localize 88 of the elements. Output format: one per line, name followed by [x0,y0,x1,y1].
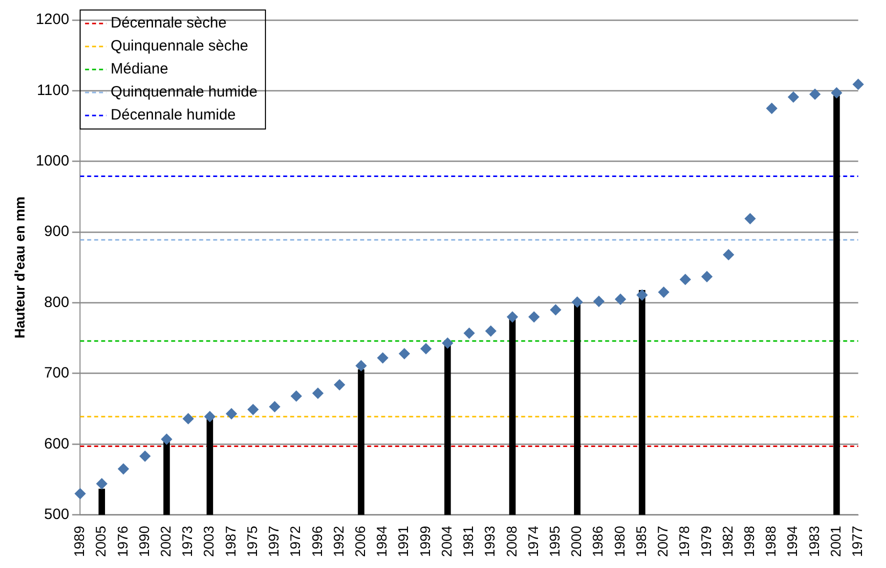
y-axis-title: Hauteur d'eau en mm [11,196,28,338]
point [680,274,691,285]
y-tick-label: 1100 [36,82,70,99]
x-tick-label: 1977 [849,526,866,558]
point [506,311,518,322]
x-tick-label: 1976 [114,526,130,558]
x-tick-label: 1981 [460,526,476,558]
point [528,311,540,322]
x-tick-label: 2005 [92,526,109,558]
y-tick-label: 600 [44,435,70,452]
point [140,450,151,462]
point [442,338,454,349]
point [614,294,626,305]
x-tick-label: 2003 [200,526,217,558]
x-tick-label: 1973 [179,526,196,558]
x-tick-label: 1979 [698,526,714,558]
point [377,352,388,364]
y-tick-label: 900 [44,223,70,240]
x-tick-label: 1999 [416,526,433,558]
x-tick-label: 1974 [524,526,541,558]
x-tick-label: 1972 [287,526,304,558]
point [550,304,562,316]
point [96,478,108,490]
point [766,102,778,114]
x-tick-label: 1995 [546,526,562,558]
x-tick-label: 1985 [632,526,649,558]
point [809,88,820,100]
y-tick-label: 500 [44,506,70,523]
x-tick-label: 1983 [806,526,822,558]
y-tick-label: 700 [44,364,70,382]
y-tick-label: 1000 [36,152,70,170]
point [788,92,799,103]
legend-label: Décennale sèche [110,14,227,32]
point [701,271,712,282]
point [464,328,475,339]
point [356,360,367,372]
point [269,401,280,412]
x-tick-label: 2007 [654,526,671,558]
x-tick-label: 2001 [827,526,844,558]
x-tick-label: 1993 [482,526,498,558]
point [636,290,648,300]
x-tick-label: 1975 [244,526,260,558]
point [420,343,432,354]
point [593,296,604,307]
point [290,390,302,402]
x-tick-label: 1998 [741,526,757,558]
y-tick-label: 1200 [36,11,70,28]
x-tick-label: 1980 [611,526,628,558]
point [118,463,129,474]
legend-label: Décennale humide [110,106,236,124]
x-tick-label: 2006 [352,526,368,558]
point [226,408,237,420]
x-tick-label: 1992 [330,526,346,558]
point [658,286,670,298]
y-tick-label: 800 [44,294,70,311]
x-tick-label: 2000 [568,526,584,558]
point [334,379,346,390]
point [398,348,410,360]
x-tick-label: 1986 [590,526,606,558]
x-tick-label: 1990 [136,526,152,558]
point [485,326,496,337]
point [744,213,756,224]
x-tick-label: 2004 [438,526,454,558]
point [182,413,194,424]
x-tick-label: 1978 [676,526,692,558]
x-tick-label: 2002 [157,526,174,558]
legend-label: Quinquennale humide [110,84,258,101]
point [723,249,734,260]
legend-label: Quinquennale sèche [110,38,248,55]
point [831,87,842,98]
x-tick-label: 1989 [71,526,88,558]
point [572,296,583,308]
x-tick-label: 1982 [719,526,736,558]
x-tick-label: 1991 [395,526,412,558]
x-tick-label: 2008 [503,526,520,558]
x-tick-label: 1984 [374,526,390,558]
point [161,434,172,445]
x-tick-label: 1996 [308,526,325,558]
point [312,388,324,399]
legend-label: Médiane [110,60,168,78]
x-tick-label: 1994 [784,526,800,558]
point [852,78,864,90]
x-tick-label: 1988 [762,526,779,558]
point [74,488,86,500]
x-tick-label: 1987 [222,526,238,558]
point [204,411,216,422]
point [248,404,259,416]
x-tick-label: 1997 [266,526,282,558]
